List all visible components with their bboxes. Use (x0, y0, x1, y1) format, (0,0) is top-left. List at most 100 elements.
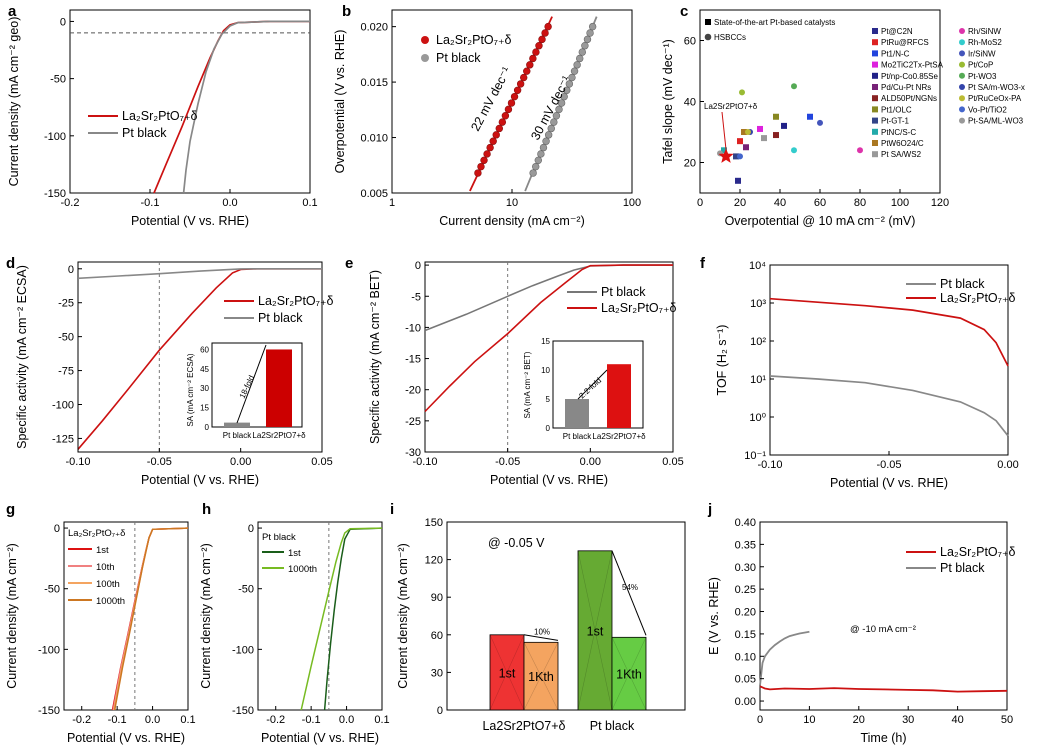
legend-label: PtRu@RFCS (881, 38, 929, 47)
y-tick-label: 60 (684, 36, 696, 48)
legend-circle (959, 39, 965, 46)
y-tick-label: -125 (52, 433, 74, 445)
x-tick-label: -0.1 (302, 714, 321, 726)
x-tick-label: -0.10 (65, 456, 90, 468)
x-tick-label: 20 (853, 714, 865, 726)
x-tick-label: -0.05 (147, 456, 172, 468)
data-point (538, 35, 546, 44)
inset-y-label: SA (mA cm⁻² BET) (523, 351, 532, 418)
data-point (555, 105, 563, 114)
panel-letter: e (345, 255, 353, 272)
y-tick-label: -150 (44, 188, 66, 200)
inset-bar (224, 422, 250, 427)
inset-arrow (577, 369, 608, 400)
x-tick-label: 20 (734, 197, 746, 209)
decrease-arrow (523, 634, 559, 641)
panel-letter: f (700, 255, 706, 272)
data-point (498, 118, 507, 126)
plot-frame (63, 521, 189, 711)
inset-y-tick: 0 (546, 424, 551, 433)
y-tick-label: 0.015 (360, 77, 388, 89)
inset-y-label: SA (mA cm⁻² ECSA) (186, 353, 195, 426)
panel-letter: a (8, 3, 17, 20)
legend-label: Mo2TiC2Tx-PtSA (881, 61, 944, 70)
legend-header-squares: State-of-the-art Pt-based catalysts (714, 18, 835, 27)
legend-circle (959, 117, 965, 124)
y-tick-label: -100 (52, 400, 74, 412)
y-tick-label: 150 (425, 517, 443, 529)
x-axis-label: Overpotential @ 10 mA cm⁻² (mV) (725, 214, 916, 228)
legend-label: Vo-Pt/TiO2 (968, 105, 1007, 114)
panel-letter: j (707, 501, 712, 518)
legend-label: Pt@C2N (881, 27, 913, 36)
legend-pt: Pt black (601, 285, 646, 299)
legend-square (872, 50, 878, 57)
y-tick-label: 10⁴ (749, 260, 766, 272)
y-tick-label: 20 (684, 158, 696, 170)
x-tick-label: -0.10 (412, 456, 437, 468)
legend-circle (959, 72, 965, 79)
series-line-ptblack (182, 20, 310, 194)
legend-label: Pd/Cu-Pt NRs (881, 83, 931, 92)
data-point (507, 99, 516, 107)
y-tick-label: 0.05 (735, 674, 756, 686)
y-tick-label: -100 (38, 644, 60, 656)
inset-category: La2Sr2PtO7+δ (592, 432, 646, 441)
bar-hatch (611, 637, 647, 711)
data-point (586, 29, 594, 37)
data-point-square (737, 138, 743, 145)
legend-square (872, 39, 878, 46)
panel-letter: b (342, 3, 351, 20)
x-tick-label: -0.10 (757, 459, 782, 471)
data-point-circle (745, 129, 751, 135)
panel-letter: h (202, 501, 211, 518)
x-tick-label: -0.2 (61, 197, 80, 209)
data-point (532, 162, 540, 171)
y-tick-label: 0 (415, 260, 421, 272)
y-tick-label: 10⁻¹ (744, 450, 766, 462)
x-axis-label: Potential (V vs. RHE) (131, 214, 249, 228)
x-tick-label: 0.1 (374, 714, 389, 726)
legend-square (872, 106, 878, 113)
star-arrow (721, 111, 727, 150)
y-tick-label: 0 (54, 523, 60, 535)
y-tick-label: 0 (248, 523, 254, 535)
y-tick-label: -5 (411, 291, 421, 303)
panel-letter: i (390, 501, 394, 518)
series-line-ptblack (77, 267, 322, 280)
x-tick-label: 0.0 (222, 197, 237, 209)
legend-pt: Pt black (258, 311, 303, 325)
series-line-10th (112, 527, 189, 711)
inset-category: Pt black (223, 431, 252, 440)
decrease-label: 10% (534, 628, 550, 637)
legend-la: La₂Sr₂PtO₇₊δ (258, 294, 334, 308)
y-axis-label: TOF (H₂ s⁻¹) (715, 325, 729, 396)
data-point-circle (791, 83, 797, 90)
bar-hatch (489, 634, 525, 711)
plot-frame (424, 261, 674, 453)
series-line-1000th (113, 527, 189, 711)
inset-category: La2Sr2PtO7+δ (252, 431, 306, 440)
legend-circle (959, 28, 965, 34)
legend-pt: Pt black (436, 51, 481, 65)
condition-label: @ -0.05 V (488, 536, 545, 550)
y-tick-label: -50 (50, 74, 66, 86)
y-tick-label: 60 (431, 630, 443, 642)
x-tick-label: 40 (951, 714, 963, 726)
star-marker (718, 148, 734, 163)
bar-hatch (577, 550, 613, 711)
x-tick-label: -0.2 (72, 714, 91, 726)
category-label: Pt black (590, 719, 635, 733)
data-point-square (781, 122, 787, 129)
data-point (474, 169, 482, 177)
data-point (588, 22, 597, 31)
legend-circle-header (704, 33, 712, 41)
y-tick-label: -100 (232, 644, 254, 656)
legend-circle (959, 84, 965, 90)
data-point (520, 73, 528, 82)
x-axis-label: Potential (V vs. RHE) (830, 476, 948, 490)
y-tick-label: 10³ (750, 298, 766, 310)
plot-frame (257, 521, 383, 711)
data-point (529, 169, 537, 177)
y-tick-label: -150 (232, 705, 254, 717)
